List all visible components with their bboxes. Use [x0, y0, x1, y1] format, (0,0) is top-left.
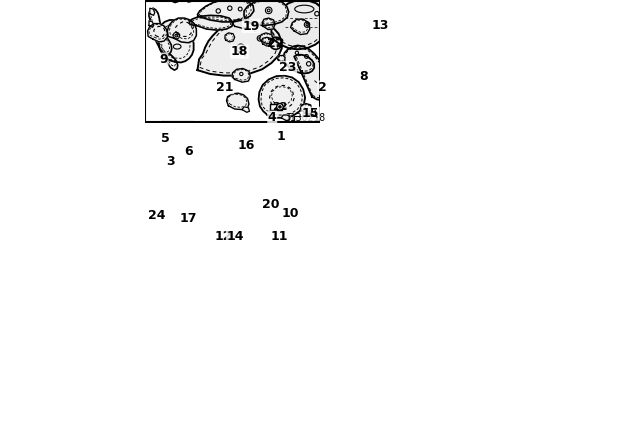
- Text: 20: 20: [262, 198, 279, 211]
- Text: 19: 19: [243, 20, 260, 33]
- Circle shape: [278, 105, 282, 108]
- Polygon shape: [261, 37, 272, 46]
- Polygon shape: [300, 103, 312, 114]
- Polygon shape: [244, 0, 289, 26]
- Text: 9: 9: [159, 53, 168, 66]
- Text: 18: 18: [230, 45, 248, 58]
- Text: 13: 13: [371, 19, 388, 32]
- Text: 2: 2: [318, 81, 327, 94]
- Polygon shape: [149, 21, 154, 27]
- Bar: [294, 116, 317, 121]
- Polygon shape: [158, 20, 194, 62]
- Circle shape: [276, 103, 284, 110]
- Text: 1: 1: [277, 130, 285, 143]
- Polygon shape: [184, 0, 192, 2]
- Polygon shape: [259, 76, 305, 118]
- Text: 11: 11: [270, 230, 288, 243]
- Polygon shape: [189, 15, 232, 30]
- Polygon shape: [167, 18, 196, 43]
- Text: 3: 3: [166, 155, 175, 168]
- Text: 12: 12: [214, 230, 232, 243]
- Polygon shape: [291, 19, 310, 34]
- Text: 15: 15: [302, 107, 319, 120]
- Text: J130218: J130218: [285, 113, 326, 123]
- Polygon shape: [198, 22, 282, 76]
- Polygon shape: [242, 107, 250, 112]
- Polygon shape: [284, 46, 329, 100]
- Polygon shape: [308, 112, 316, 118]
- Polygon shape: [271, 0, 327, 49]
- Text: 4: 4: [268, 111, 276, 124]
- Polygon shape: [150, 8, 155, 15]
- Polygon shape: [164, 54, 178, 70]
- Text: 6: 6: [184, 145, 193, 158]
- Text: 22: 22: [267, 37, 285, 50]
- Text: 21: 21: [216, 81, 234, 94]
- Text: 17: 17: [179, 212, 197, 225]
- Text: 8: 8: [360, 69, 369, 82]
- Polygon shape: [259, 33, 274, 44]
- Text: 23: 23: [279, 61, 296, 74]
- Polygon shape: [148, 24, 167, 42]
- Bar: [269, 103, 282, 110]
- Text: 24: 24: [148, 208, 166, 221]
- Polygon shape: [225, 33, 235, 42]
- Polygon shape: [232, 69, 250, 82]
- Polygon shape: [170, 0, 179, 3]
- Polygon shape: [282, 115, 290, 121]
- Text: 16: 16: [237, 139, 255, 152]
- Polygon shape: [278, 56, 285, 62]
- Polygon shape: [198, 0, 254, 22]
- Text: 10: 10: [282, 207, 299, 220]
- Text: 22: 22: [272, 102, 288, 112]
- Text: 5: 5: [161, 132, 170, 145]
- Polygon shape: [233, 19, 248, 28]
- Polygon shape: [262, 18, 275, 30]
- Polygon shape: [227, 93, 249, 110]
- Text: 14: 14: [227, 230, 244, 243]
- Polygon shape: [149, 8, 172, 55]
